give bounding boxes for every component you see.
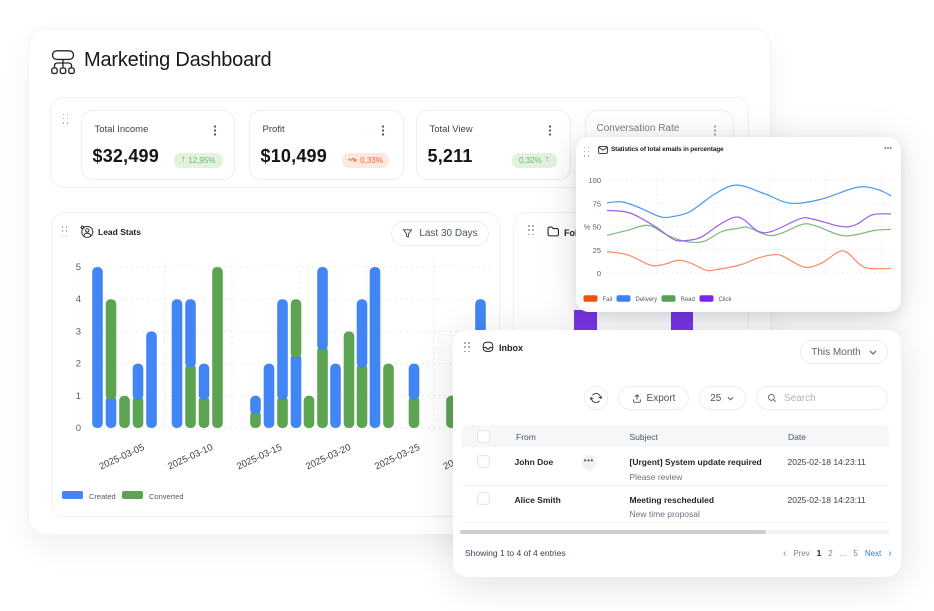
svg-text:Delivery: Delivery: [636, 297, 658, 303]
svg-text:25: 25: [593, 246, 601, 255]
svg-text:2025-03-10: 2025-03-10: [166, 442, 215, 473]
svg-text:4: 4: [76, 294, 81, 305]
svg-text:%: %: [584, 225, 590, 232]
svg-text:Fail: Fail: [603, 297, 613, 303]
svg-text:0: 0: [597, 269, 601, 278]
svg-text:50: 50: [593, 223, 601, 232]
svg-text:Read: Read: [681, 297, 695, 303]
svg-text:0: 0: [76, 423, 81, 434]
svg-text:5: 5: [76, 262, 81, 273]
svg-text:100: 100: [588, 176, 601, 185]
svg-text:2: 2: [76, 359, 81, 370]
svg-text:3: 3: [76, 326, 81, 337]
svg-text:75: 75: [593, 199, 601, 208]
svg-text:2025-03-20: 2025-03-20: [304, 442, 353, 473]
svg-text:1: 1: [76, 391, 81, 402]
svg-text:2025-03-15: 2025-03-15: [235, 442, 284, 473]
svg-text:2025-03-05: 2025-03-05: [98, 442, 147, 473]
svg-text:2025-03-25: 2025-03-25: [373, 442, 422, 473]
svg-text:Click: Click: [719, 297, 733, 303]
